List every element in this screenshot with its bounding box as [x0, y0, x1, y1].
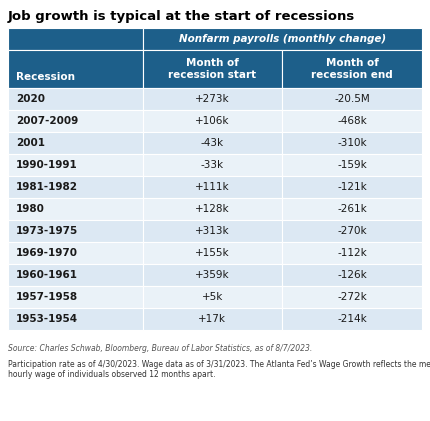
Text: 1980: 1980 — [16, 204, 45, 214]
Text: -270k: -270k — [337, 226, 367, 236]
Bar — [143, 50, 282, 88]
Text: 1981-1982: 1981-1982 — [16, 182, 78, 192]
Bar — [8, 154, 143, 176]
Bar — [143, 132, 282, 154]
Bar — [282, 198, 422, 220]
Text: -20.5M: -20.5M — [334, 94, 370, 104]
Bar — [8, 28, 143, 50]
Bar — [282, 88, 422, 110]
Text: -43k: -43k — [201, 138, 224, 148]
Bar — [282, 220, 422, 242]
Bar — [143, 110, 282, 132]
Bar — [282, 242, 422, 264]
Text: Month of
recession end: Month of recession end — [311, 58, 393, 80]
Text: +155k: +155k — [195, 248, 230, 258]
Bar — [282, 286, 422, 308]
Bar — [282, 264, 422, 286]
Text: +106k: +106k — [195, 116, 230, 126]
Text: Nonfarm payrolls (monthly change): Nonfarm payrolls (monthly change) — [179, 34, 386, 44]
Bar — [143, 286, 282, 308]
Bar — [143, 220, 282, 242]
Text: Participation rate as of 4/30/2023. Wage data as of 3/31/2023. The Atlanta Fed’s: Participation rate as of 4/30/2023. Wage… — [8, 360, 430, 379]
Bar — [8, 132, 143, 154]
Bar — [282, 308, 422, 330]
Text: -121k: -121k — [337, 182, 367, 192]
Text: +111k: +111k — [195, 182, 230, 192]
Text: +17k: +17k — [198, 314, 227, 324]
Bar — [143, 154, 282, 176]
Bar — [8, 198, 143, 220]
Text: +5k: +5k — [202, 292, 223, 302]
Bar — [143, 88, 282, 110]
Text: 2020: 2020 — [16, 94, 45, 104]
Text: -272k: -272k — [337, 292, 367, 302]
Text: -33k: -33k — [201, 160, 224, 170]
Bar — [8, 50, 143, 88]
Text: -159k: -159k — [337, 160, 367, 170]
Text: +359k: +359k — [195, 270, 230, 280]
Text: 1960-1961: 1960-1961 — [16, 270, 78, 280]
Text: +313k: +313k — [195, 226, 230, 236]
Bar — [143, 198, 282, 220]
Bar — [282, 176, 422, 198]
Text: -310k: -310k — [337, 138, 367, 148]
Bar — [143, 242, 282, 264]
Text: +128k: +128k — [195, 204, 230, 214]
Text: 1953-1954: 1953-1954 — [16, 314, 78, 324]
Bar — [143, 308, 282, 330]
Text: 2001: 2001 — [16, 138, 45, 148]
Text: 1957-1958: 1957-1958 — [16, 292, 78, 302]
Text: 1990-1991: 1990-1991 — [16, 160, 78, 170]
Text: Recession: Recession — [16, 72, 75, 82]
Text: -126k: -126k — [337, 270, 367, 280]
Bar — [8, 286, 143, 308]
Bar — [282, 132, 422, 154]
Bar — [8, 308, 143, 330]
Text: Source: Charles Schwab, Bloomberg, Bureau of Labor Statistics, as of 8/7/2023.: Source: Charles Schwab, Bloomberg, Burea… — [8, 344, 312, 353]
Bar — [282, 50, 422, 88]
Text: -214k: -214k — [337, 314, 367, 324]
Text: 1969-1970: 1969-1970 — [16, 248, 78, 258]
Text: -261k: -261k — [337, 204, 367, 214]
Text: 1973-1975: 1973-1975 — [16, 226, 78, 236]
Text: 2007-2009: 2007-2009 — [16, 116, 78, 126]
Bar — [143, 176, 282, 198]
Bar — [8, 176, 143, 198]
Text: +273k: +273k — [195, 94, 230, 104]
Bar — [143, 264, 282, 286]
Bar — [8, 242, 143, 264]
Text: Month of
recession start: Month of recession start — [169, 58, 256, 80]
Text: -468k: -468k — [337, 116, 367, 126]
Bar — [143, 28, 422, 50]
Text: -112k: -112k — [337, 248, 367, 258]
Bar — [282, 110, 422, 132]
Text: Job growth is typical at the start of recessions: Job growth is typical at the start of re… — [8, 10, 355, 23]
Bar — [8, 110, 143, 132]
Bar — [8, 88, 143, 110]
Bar — [8, 220, 143, 242]
Bar — [282, 154, 422, 176]
Bar — [8, 264, 143, 286]
